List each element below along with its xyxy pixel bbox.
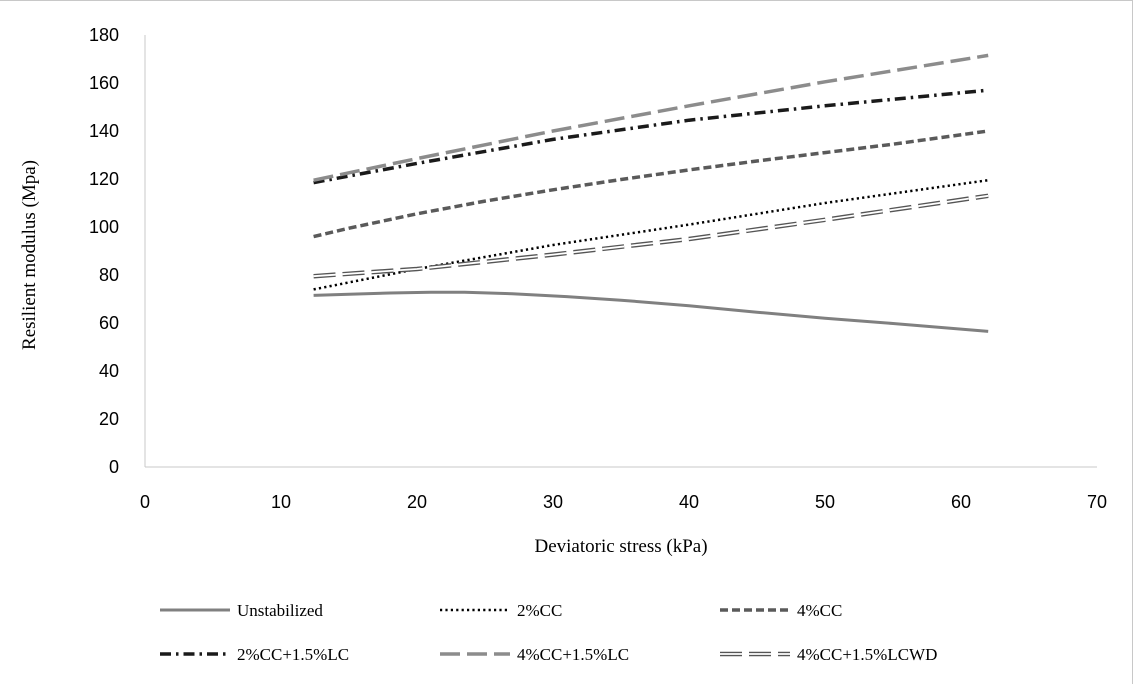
- legend-label: 2%CC+1.5%LC: [237, 645, 349, 664]
- y-tick-label: 140: [89, 121, 119, 141]
- x-tick-label: 50: [815, 492, 835, 512]
- legend-label: 4%CC+1.5%LCWD: [797, 645, 937, 664]
- y-tick-label: 180: [89, 25, 119, 45]
- legend-item: 2%CC: [440, 601, 562, 620]
- y-tick-label: 20: [99, 409, 119, 429]
- y-tick-label: 160: [89, 73, 119, 93]
- series-line-unstabilized: [313, 290, 989, 333]
- legend-item: 4%CC+1.5%LC: [440, 645, 629, 664]
- legend-label: 2%CC: [517, 601, 562, 620]
- x-tick-label: 30: [543, 492, 563, 512]
- legend-item: 4%CC: [720, 601, 842, 620]
- y-tick-label: 60: [99, 313, 119, 333]
- y-tick-label: 40: [99, 361, 119, 381]
- x-tick-label: 0: [140, 492, 150, 512]
- series-line-4-cc: [313, 129, 989, 239]
- legend: Unstabilized 2%CC 4%CC 2%CC+1.5%LC 4%CC+1.5%…: [160, 601, 937, 664]
- y-tick-label: 0: [109, 457, 119, 477]
- x-tick-label: 60: [951, 492, 971, 512]
- legend-item: Unstabilized: [160, 601, 323, 620]
- x-tick-label: 70: [1087, 492, 1107, 512]
- legend-label: Unstabilized: [237, 601, 323, 620]
- x-tick-label: 20: [407, 492, 427, 512]
- series-lines: [313, 53, 989, 333]
- y-tick-label: 100: [89, 217, 119, 237]
- y-axis-title: Resilient modulus (Mpa): [19, 160, 40, 350]
- series-line-4-cc-1-5-lcwd-inner: [313, 194, 989, 278]
- legend-label: 4%CC+1.5%LC: [517, 645, 629, 664]
- legend-item: 2%CC+1.5%LC: [160, 645, 349, 664]
- x-tick-labels: 0 10 20 30 40 50 60 70: [140, 492, 1107, 512]
- series-line-2-cc: [313, 178, 989, 291]
- y-tick-labels: 0 20 40 60 80 100 120 140 160 180: [89, 25, 119, 477]
- x-axis-title: Deviatoric stress (kPa): [534, 536, 707, 557]
- y-tick-label: 80: [99, 265, 119, 285]
- legend-label: 4%CC: [797, 601, 842, 620]
- series-line-4-cc-1-5-lc: [313, 53, 989, 182]
- x-tick-label: 10: [271, 492, 291, 512]
- y-tick-label: 120: [89, 169, 119, 189]
- legend-item: 4%CC+1.5%LCWD: [720, 645, 937, 664]
- series-line-2-cc-1-5-lc: [313, 88, 989, 185]
- axes: [144, 35, 1097, 468]
- series-line-4-cc-1-5-lcwd: [313, 193, 989, 279]
- x-tick-label: 40: [679, 492, 699, 512]
